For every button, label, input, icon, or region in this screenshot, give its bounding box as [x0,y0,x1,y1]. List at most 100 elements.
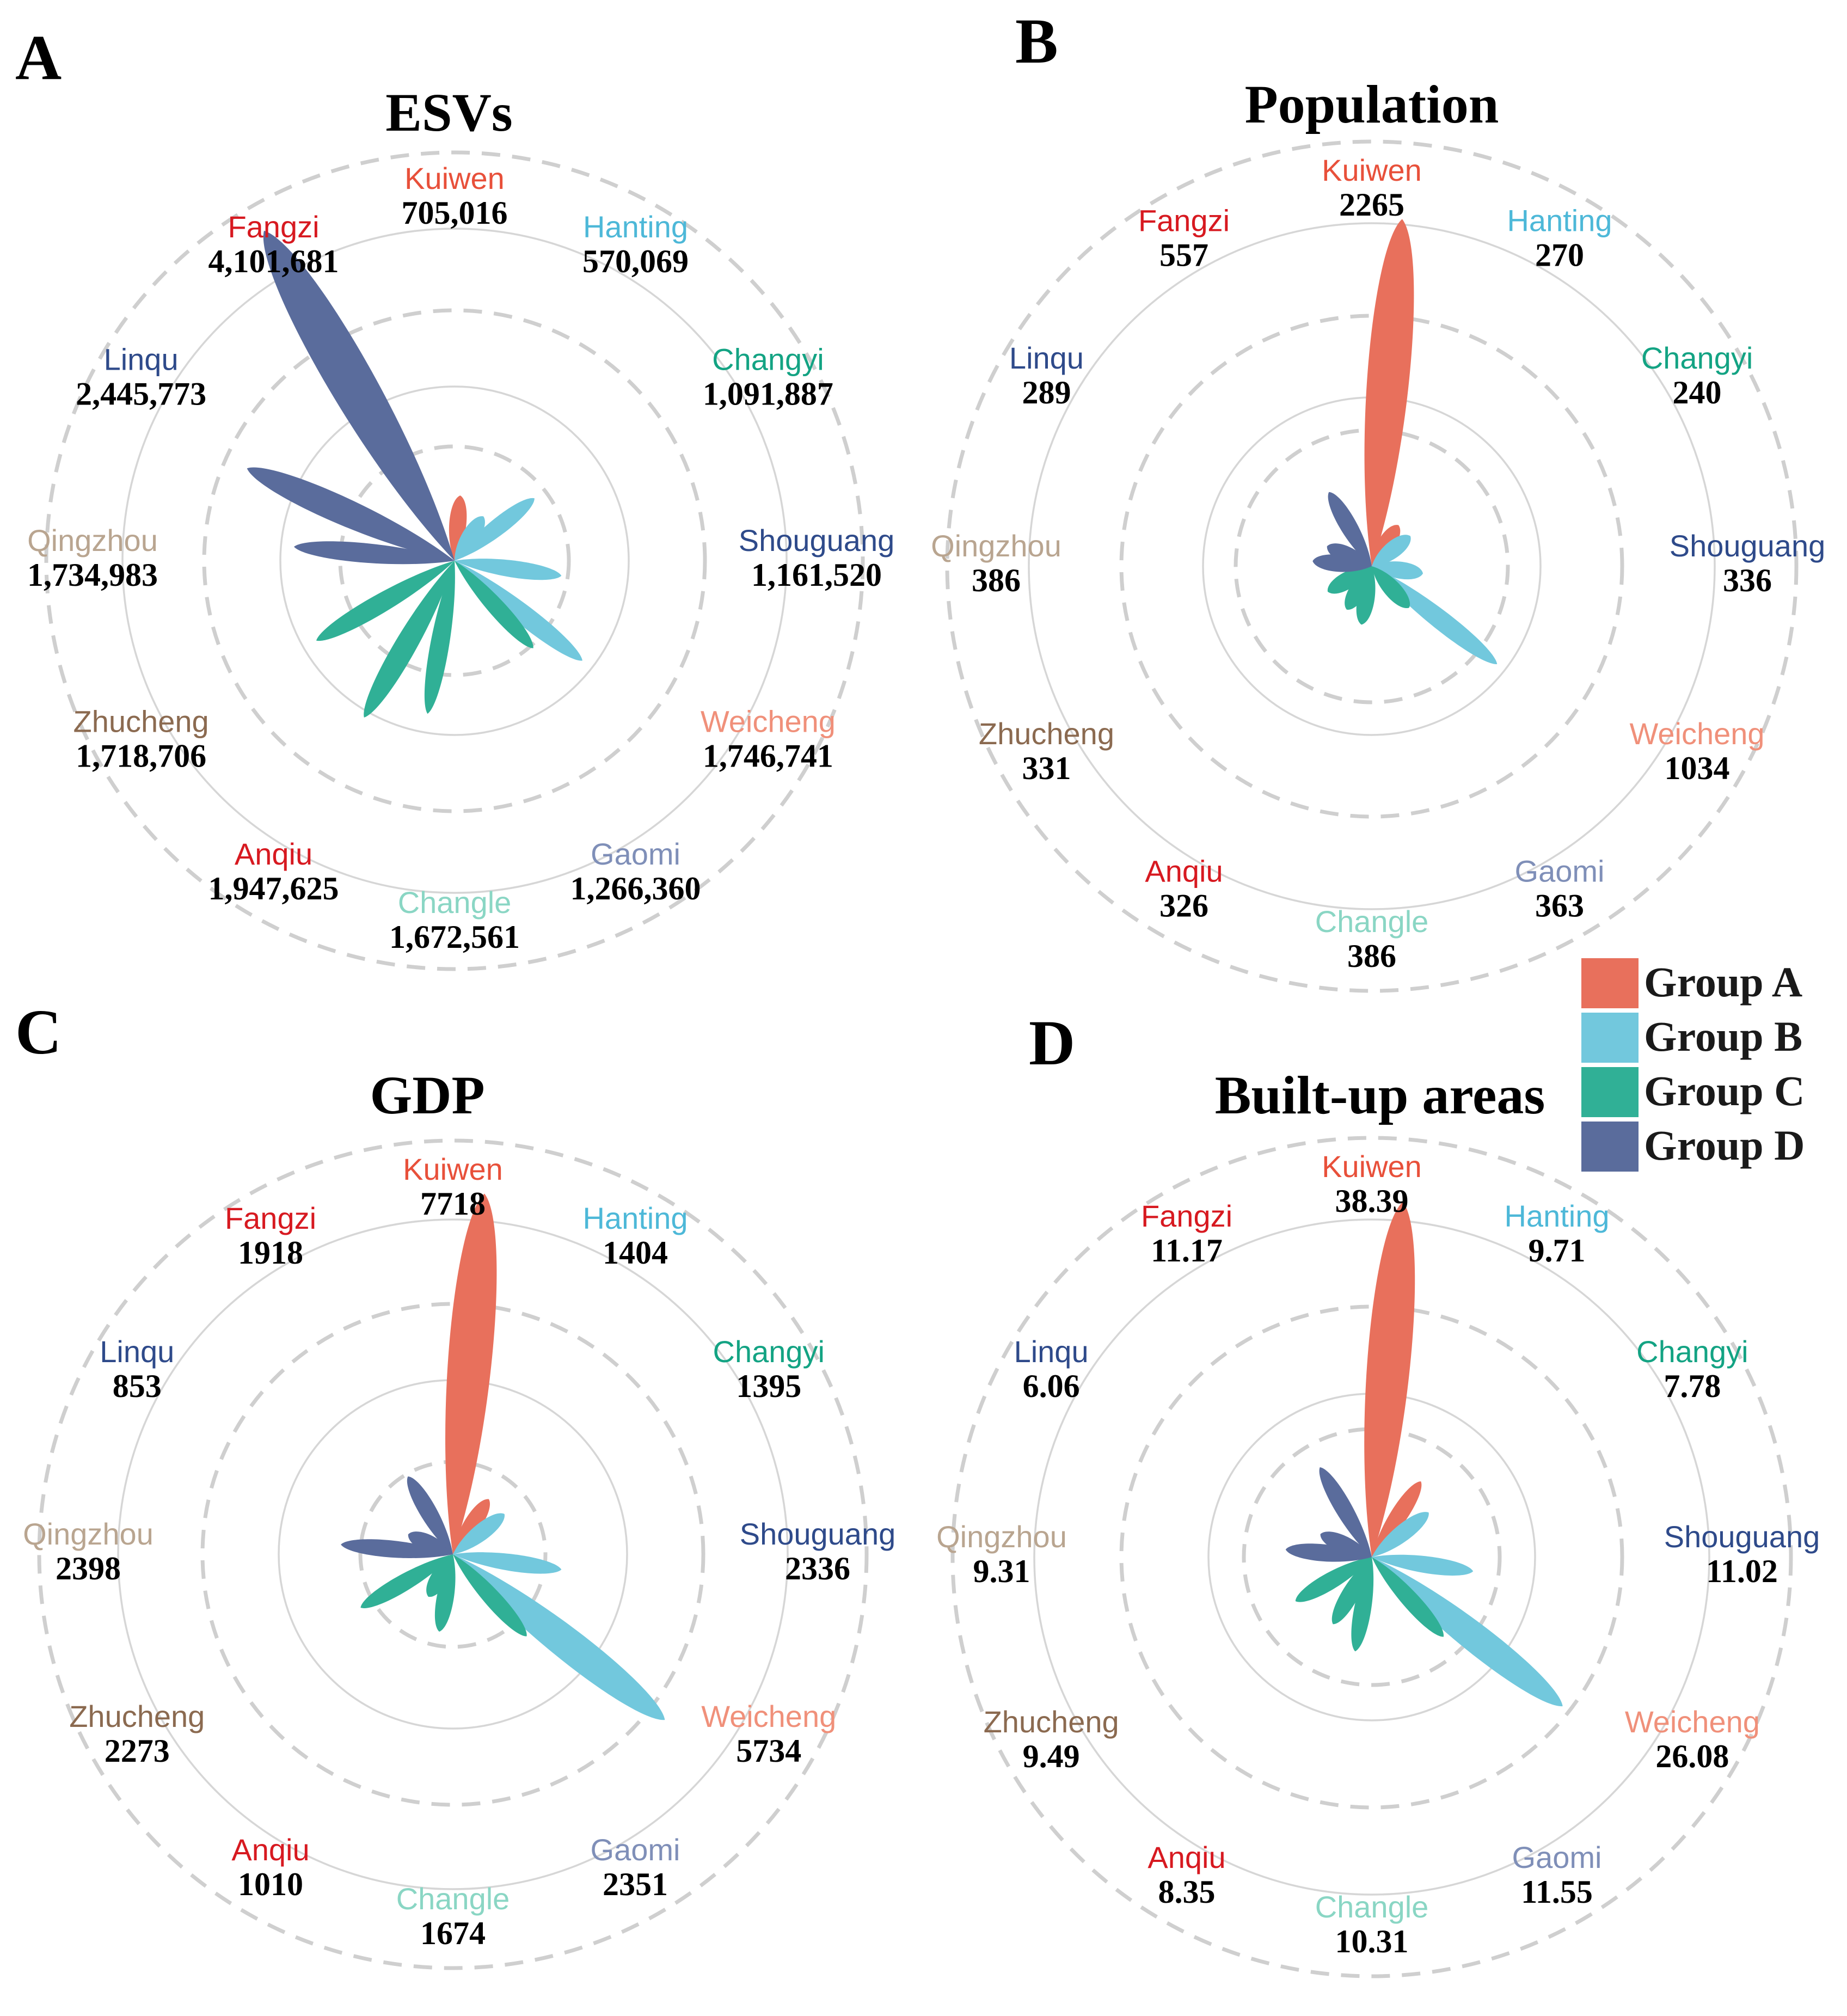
district-name: Gaomi [1515,854,1605,888]
district-value: 9.71 [1529,1233,1586,1269]
petal-kuiwen [1364,219,1414,566]
panel-letter: C [15,996,62,1068]
grid-ring-4 [1028,222,1716,910]
district-value: 1,161,520 [751,557,882,593]
legend: Group A Group B Group C Group D [1581,958,1805,1172]
district-value: 1010 [238,1866,303,1902]
petal-qingzhou [294,541,455,565]
petal-gaomi [1372,566,1410,609]
petal-changle [1356,566,1376,625]
district-name: Kuiwen [403,1152,503,1186]
district-value: 326 [1159,888,1208,924]
district-name: Weicheng [1630,716,1765,751]
district-value: 570,069 [582,243,689,279]
grid-ring-1 [1242,1427,1502,1687]
legend-swatch [1581,1122,1639,1172]
petal-qingzhou [1312,554,1372,572]
district-value: 2,445,773 [76,376,206,412]
district-name: Hanting [583,210,688,244]
district-name: Kuiwen [404,161,505,195]
district-name: Fangzi [1141,1199,1232,1233]
district-value: 9.31 [973,1553,1030,1589]
panel-title: Population [1245,74,1499,134]
grid-ring-5 [44,150,865,971]
petal-zhucheng [360,1554,453,1608]
petal-changyi [1372,1512,1429,1557]
grid-ring-3 [1119,1304,1624,1810]
petal-linqu [1327,543,1372,567]
district-name: Qingzhou [27,523,158,557]
petal-changyi [453,1513,505,1554]
district-value: 386 [1347,938,1396,974]
district-name: Weicheng [701,704,836,739]
district-name: Hanting [1504,1199,1609,1233]
district-name: Gaomi [1512,1840,1602,1874]
legend-label: Group D [1644,1122,1805,1169]
panel-title: Built-up areas [1215,1065,1545,1125]
district-value: 1,091,887 [703,376,833,412]
legend-label: Group A [1644,958,1802,1006]
petal-fangzi [1328,492,1372,566]
petal-anqiu [1345,566,1372,610]
grid-ring-3 [200,1302,705,1807]
district-value: 9.49 [1023,1738,1080,1774]
district-value: 240 [1673,375,1722,410]
district-name: Linqu [1014,1334,1089,1369]
district-value: 853 [113,1368,162,1404]
district-value: 557 [1159,237,1208,273]
grid-ring-2 [279,385,630,736]
panel-letter: A [15,22,62,93]
district-value: 1034 [1665,750,1730,786]
petal-kuiwen [1364,1202,1415,1557]
district-value: 2398 [56,1551,121,1586]
petal-shouguang [1372,1554,1474,1576]
petals [1312,219,1498,664]
district-name: Qingzhou [936,1519,1067,1554]
petal-fangzi [407,1476,453,1554]
petal-shouguang [453,1552,562,1574]
grid-ring-4 [117,1218,789,1890]
district-name: Shouguang [1670,529,1826,563]
district-name: Changle [398,885,512,920]
petal-changle [424,561,455,714]
petals [341,1193,665,1720]
panel-title: ESVs [385,82,512,143]
district-value: 289 [1022,375,1071,410]
district-name: Fangzi [1138,203,1230,237]
district-value: 7718 [420,1186,486,1222]
district-value: 1404 [603,1235,668,1271]
petal-changle [1351,1557,1374,1652]
district-name: Zhucheng [979,716,1114,751]
district-name: Zhucheng [984,1705,1119,1739]
panel-letter: B [1015,5,1058,77]
district-value: 7.78 [1664,1368,1721,1404]
panel-letter: D [1029,1007,1075,1079]
